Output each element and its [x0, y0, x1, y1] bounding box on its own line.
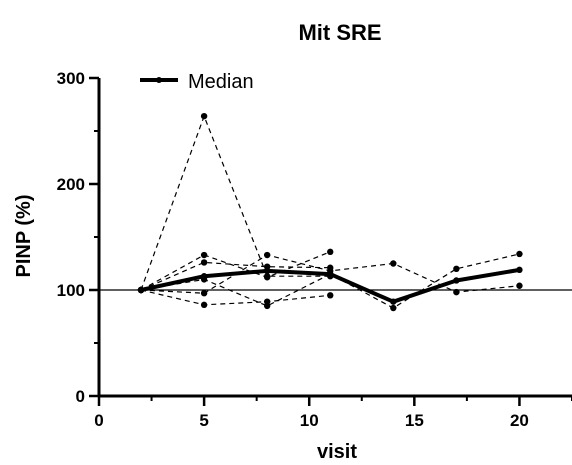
x-tick-label: 5 [199, 411, 208, 430]
y-tick-label: 200 [57, 175, 85, 194]
y-tick-label: 0 [76, 387, 85, 406]
median-data-point [263, 267, 271, 275]
patient-data-point [263, 274, 271, 281]
x-tick-label: 10 [300, 411, 319, 430]
x-tick-label: 20 [510, 411, 529, 430]
patient-data-point [390, 304, 397, 312]
legend: Median [140, 71, 254, 93]
x-tick-label: 15 [405, 411, 424, 430]
patient-data-point [516, 250, 523, 258]
patient-data-point [200, 289, 208, 297]
patient-data-point [327, 292, 334, 299]
median-data-point [327, 270, 334, 278]
patient-data-point [200, 251, 208, 259]
patient-data-point [453, 288, 460, 296]
legend-median-label: Median [188, 71, 254, 93]
patient-series-line [140, 115, 331, 291]
y-tick-label: 100 [57, 281, 85, 300]
median-data-point [516, 266, 523, 274]
patient-data-point [263, 302, 271, 310]
patient-data-point [200, 301, 208, 309]
patient-data-point [200, 112, 208, 120]
median-data-point [390, 298, 397, 305]
chart-title: Mit SRE [298, 20, 381, 45]
legend-median-marker [156, 77, 162, 83]
series-group [137, 112, 523, 312]
patient-data-point [390, 260, 397, 267]
patient-data-point [327, 248, 334, 256]
patient-data-point [516, 282, 523, 289]
y-axis-title: PINP (%) [13, 195, 35, 278]
patient-series-line [140, 289, 331, 306]
median-data-point [453, 277, 460, 284]
patient-series-line [140, 261, 331, 291]
patient-series-line [140, 251, 331, 291]
patient-data-point [263, 251, 271, 259]
x-tick-label: 0 [94, 411, 103, 430]
patient-data-point [200, 259, 208, 266]
axes: 0 100 200 300 0 5 10 15 20 [57, 69, 572, 430]
median-data-point [200, 273, 208, 280]
patient-data-point [453, 265, 460, 272]
x-axis-title: visit [317, 441, 357, 463]
y-tick-label: 300 [57, 69, 85, 88]
median-data-point [137, 286, 145, 294]
